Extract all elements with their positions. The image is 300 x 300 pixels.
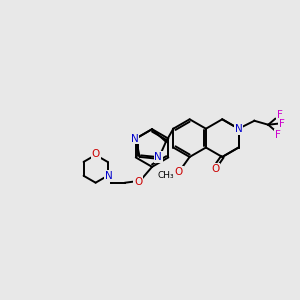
Text: F: F: [275, 130, 281, 140]
Text: O: O: [175, 167, 183, 177]
Text: O: O: [211, 164, 219, 174]
Text: N: N: [105, 171, 112, 181]
Text: O: O: [134, 177, 142, 187]
Text: F: F: [277, 110, 283, 120]
Text: F: F: [279, 119, 285, 129]
Text: N: N: [131, 134, 139, 144]
Text: N: N: [235, 124, 242, 134]
Text: N: N: [154, 152, 162, 162]
Text: O: O: [92, 149, 100, 159]
Text: CH₃: CH₃: [158, 171, 174, 180]
